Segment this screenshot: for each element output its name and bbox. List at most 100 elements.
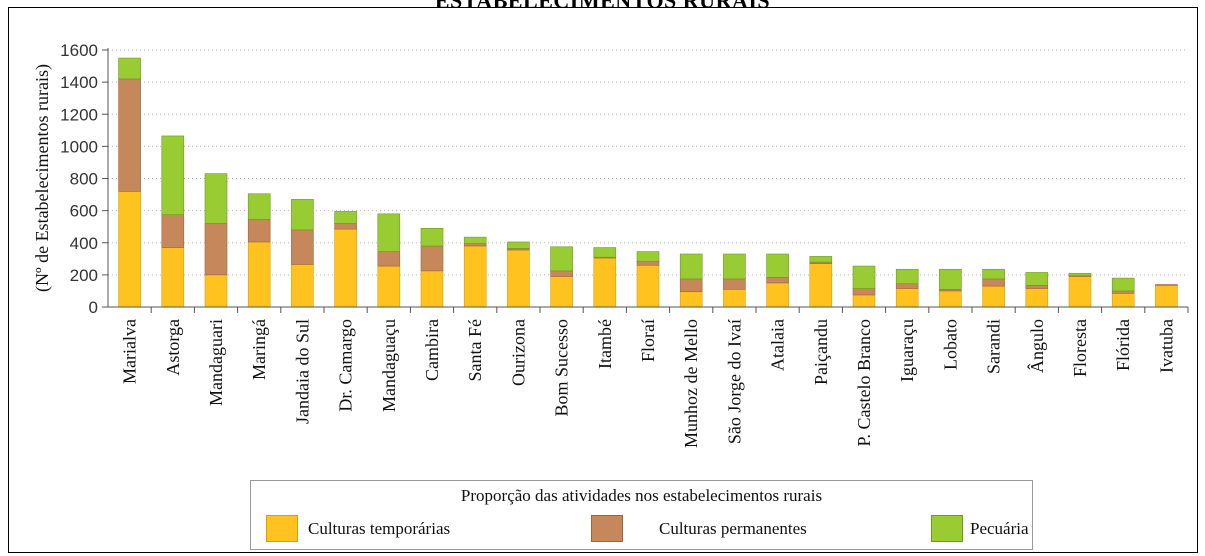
bar-segment bbox=[204, 173, 228, 224]
bar-segment bbox=[334, 223, 357, 230]
category-label: Ivatuba bbox=[1156, 319, 1176, 373]
bar-segment bbox=[895, 268, 919, 285]
y-tick-label: 0 bbox=[89, 298, 98, 317]
y-tick-label: 1600 bbox=[60, 41, 98, 60]
bar-segment bbox=[420, 227, 444, 247]
bar-segment bbox=[679, 291, 703, 308]
bar-segment bbox=[334, 211, 357, 224]
bar-segment bbox=[247, 193, 271, 220]
y-tick-label: 1000 bbox=[60, 137, 98, 156]
bar-segment bbox=[636, 260, 660, 266]
bar-segment bbox=[291, 264, 314, 308]
y-tick-label: 1200 bbox=[60, 105, 98, 124]
category-label: Floraí bbox=[638, 319, 658, 362]
bar-segment bbox=[1155, 285, 1178, 308]
bar-segment bbox=[679, 253, 703, 280]
category-label: Maringá bbox=[249, 319, 269, 380]
category-label: Mandaguari bbox=[206, 319, 226, 406]
bar-segment bbox=[809, 256, 833, 263]
category-label: Cambira bbox=[422, 319, 442, 381]
bar-segment bbox=[982, 278, 1005, 287]
category-label: São Jorge do Ivaí bbox=[724, 319, 744, 444]
bar-segment bbox=[1025, 288, 1049, 308]
bar-segment bbox=[939, 290, 962, 308]
bar-segment bbox=[1111, 290, 1135, 294]
bar-segment bbox=[118, 57, 141, 80]
bar-segment bbox=[420, 245, 444, 272]
y-tick-labels: 0 200 400 600 800 1000 1200 1400 1600 bbox=[60, 41, 108, 317]
bar-segment bbox=[463, 243, 487, 247]
bar-segment bbox=[550, 246, 573, 272]
bar-segment bbox=[463, 236, 487, 244]
bar-segment bbox=[507, 241, 530, 249]
category-label: Itambé bbox=[595, 319, 615, 369]
bar-segment bbox=[1068, 272, 1092, 276]
bar-segment bbox=[1025, 272, 1049, 286]
category-label: Marialva bbox=[120, 319, 140, 384]
bar-segment bbox=[852, 288, 876, 296]
bar-segment bbox=[204, 274, 228, 308]
bar-segment bbox=[377, 265, 401, 308]
bar-segment bbox=[118, 191, 141, 308]
category-label: Ângulo bbox=[1026, 319, 1047, 373]
legend: Proporção das atividades nos estabelecim… bbox=[250, 480, 1033, 550]
bar-segment bbox=[118, 78, 141, 192]
y-tick-label: 800 bbox=[70, 170, 98, 189]
bar-segment bbox=[593, 257, 617, 308]
bar-segment bbox=[809, 263, 833, 308]
bar-segment bbox=[161, 135, 185, 215]
bar-segment bbox=[550, 276, 573, 308]
bar-segment bbox=[291, 229, 314, 265]
category-label: Astorga bbox=[163, 319, 183, 376]
bar-segment bbox=[723, 278, 746, 290]
bar-segment bbox=[247, 219, 271, 243]
legend-label: Culturas temporárias bbox=[308, 519, 451, 538]
category-label: Sarandi bbox=[984, 319, 1004, 374]
bar-segment bbox=[766, 253, 789, 278]
bar-segment bbox=[852, 294, 876, 308]
category-label: Flórida bbox=[1113, 319, 1133, 371]
y-tick-label: 200 bbox=[70, 266, 98, 285]
y-tick-label: 400 bbox=[70, 234, 98, 253]
bar-segment bbox=[507, 249, 530, 308]
bar-segment bbox=[766, 282, 789, 308]
gridlines bbox=[108, 49, 1188, 276]
bar-segment bbox=[377, 213, 401, 252]
bar-segment bbox=[636, 264, 660, 308]
category-label: Floresta bbox=[1070, 319, 1090, 377]
category-label: Atalaia bbox=[768, 319, 788, 371]
chart-frame bbox=[8, 7, 1198, 553]
y-tick-label: 600 bbox=[70, 202, 98, 221]
legend-swatch-temporarias bbox=[266, 515, 298, 542]
bar-segment bbox=[982, 268, 1005, 280]
category-label: Bom Sucesso bbox=[552, 319, 572, 417]
bar-segment bbox=[636, 251, 660, 262]
category-label: Iguaraçu bbox=[897, 319, 917, 382]
category-label: Jandaia do Sul bbox=[292, 319, 312, 424]
legend-swatch-pecuaria bbox=[931, 515, 963, 542]
bar-segment bbox=[334, 228, 357, 308]
bar-segment bbox=[204, 223, 228, 276]
bar-segment bbox=[895, 283, 919, 289]
category-label: Lobato bbox=[940, 319, 960, 370]
chart-title: ESTABELECIMENTOS RURAIS bbox=[434, 0, 771, 13]
bar-segment bbox=[723, 253, 746, 280]
category-label: Munhoz de Mello bbox=[681, 319, 701, 448]
bar-segment bbox=[852, 265, 876, 289]
legend-swatch-permanentes bbox=[591, 515, 623, 542]
y-tick-label: 1400 bbox=[60, 73, 98, 92]
bar-segment bbox=[463, 245, 487, 308]
bar-segment bbox=[1111, 293, 1135, 308]
bar-segment bbox=[766, 276, 789, 284]
bar-segment bbox=[939, 268, 962, 290]
bar-segment bbox=[420, 270, 444, 308]
bar-segment bbox=[291, 199, 314, 231]
bar-segment bbox=[723, 289, 746, 308]
legend-label: Culturas permanentes bbox=[659, 519, 807, 538]
bar-segment bbox=[593, 247, 617, 258]
legend-title: Proporção das atividades nos estabelecim… bbox=[460, 486, 823, 505]
bar-segment bbox=[679, 278, 703, 293]
category-label: Paiçandu bbox=[811, 319, 831, 385]
y-axis-label: (Nº de Estabelecimentos rurais) bbox=[32, 64, 53, 292]
